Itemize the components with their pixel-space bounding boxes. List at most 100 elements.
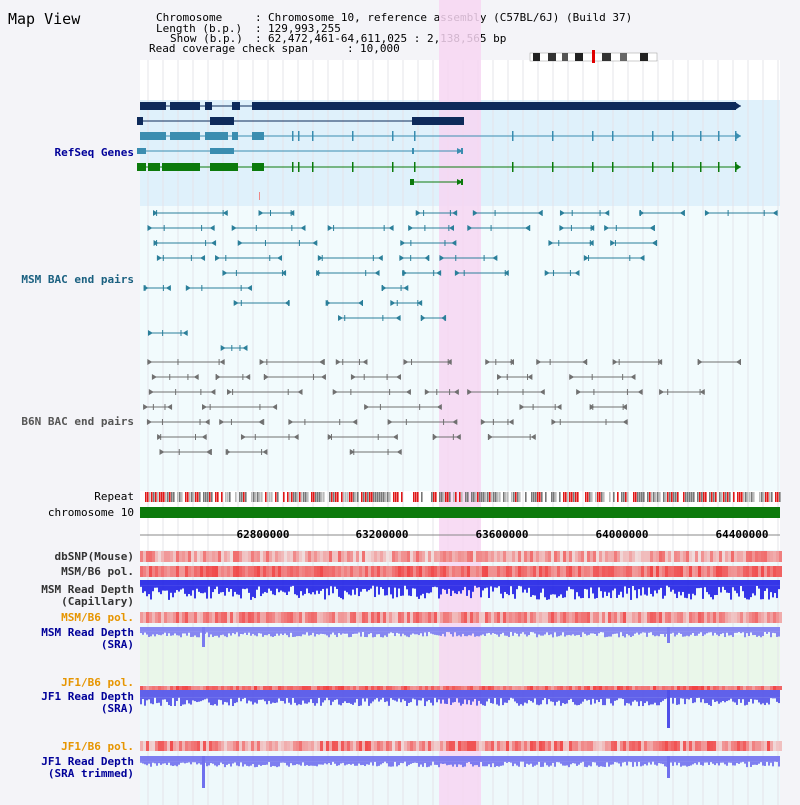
polymorphism-cell <box>158 551 161 562</box>
bac-tick <box>255 225 257 231</box>
read-depth-bar <box>740 631 742 634</box>
read-depth-bar <box>200 761 202 765</box>
read-depth-bar <box>460 631 462 637</box>
polymorphism-cell <box>347 551 350 562</box>
bac-end <box>451 240 457 246</box>
polymorphism-cell <box>332 551 335 562</box>
polymorphism-cell <box>698 686 701 690</box>
read-depth-bar <box>338 761 340 766</box>
read-depth-bar <box>736 761 738 764</box>
read-depth-bar <box>342 697 344 703</box>
read-depth-bar <box>198 585 200 592</box>
polymorphism-cell <box>290 741 293 751</box>
refseq-genes-label[interactable]: RefSeq Genes <box>54 146 134 159</box>
polymorphism-cell <box>401 612 404 623</box>
polymorphism-cell <box>701 612 704 623</box>
read-depth-bar <box>220 631 222 636</box>
msm-read-depth-sra-label[interactable]: MSM Read Depth <box>41 626 134 639</box>
read-depth-bar <box>686 761 688 767</box>
read-depth-bar <box>544 585 546 598</box>
read-depth-bar <box>378 585 380 595</box>
repeat-element <box>333 492 335 502</box>
bac-tick <box>618 359 620 365</box>
dbsnp-label[interactable]: dbSNP(Mouse) <box>54 550 134 563</box>
density-tracks[interactable] <box>140 551 782 788</box>
repeat-element <box>155 492 157 502</box>
polymorphism-cell <box>557 551 560 562</box>
jf1-b6-pol-label[interactable]: JF1/B6 pol. <box>61 676 134 689</box>
b6n-bac-label[interactable]: B6N BAC end pairs <box>21 415 134 428</box>
read-depth-bar <box>558 631 560 637</box>
polymorphism-cell <box>722 741 725 751</box>
read-depth-bar <box>194 761 196 763</box>
repeat-element <box>395 492 397 502</box>
read-depth-bar <box>620 697 622 699</box>
msm-bac-label[interactable]: MSM BAC end pairs <box>21 273 134 286</box>
polymorphism-cell <box>317 741 320 751</box>
axis-tick-label: 64000000 <box>595 528 649 541</box>
polymorphism-cell <box>650 741 653 751</box>
polymorphism-cell <box>605 612 608 623</box>
polymorphism-cell <box>455 741 458 751</box>
read-depth-bar <box>420 631 422 634</box>
polymorphism-cell <box>317 612 320 623</box>
chromosome-ideogram[interactable] <box>529 50 658 63</box>
bac-end <box>392 434 398 440</box>
polymorphism-cell <box>479 741 482 751</box>
read-depth-bar <box>554 697 556 706</box>
repeat-label[interactable]: Repeat <box>94 490 134 503</box>
msm-read-depth-capillary-label[interactable]: MSM Read Depth <box>41 583 134 596</box>
read-depth-bar <box>536 585 538 600</box>
read-depth-bar <box>744 585 746 598</box>
polymorphism-cell <box>227 566 230 577</box>
read-depth-bar <box>140 761 142 763</box>
read-depth-bar <box>528 697 530 701</box>
polymorphism-cell <box>281 566 284 577</box>
read-depth-bar <box>430 631 432 634</box>
polymorphism-cell <box>611 612 614 623</box>
polymorphism-cell <box>179 686 182 690</box>
jf1-read-depth-sra-label[interactable]: JF1 Read Depth <box>41 690 134 703</box>
region-highlight[interactable] <box>439 0 481 805</box>
bac-tick <box>571 210 573 216</box>
polymorphism-cell <box>209 551 212 562</box>
chromosome-label[interactable]: chromosome 10 <box>47 506 134 519</box>
read-depth-bar <box>752 697 754 704</box>
msm-b6-pol-label[interactable]: MSM/B6 pol. <box>61 565 134 578</box>
jf1-read-depth-trimmed-label[interactable]: JF1 Read Depth <box>41 755 134 768</box>
read-depth-bar <box>172 761 174 767</box>
bac-tick <box>424 225 426 231</box>
chromosome-bar[interactable] <box>140 507 780 518</box>
polymorphism-cell <box>191 686 194 690</box>
repeat-element <box>627 492 629 502</box>
msm-bac-track[interactable] <box>143 210 778 351</box>
polymorphism-cell <box>572 566 575 577</box>
polymorphism-cell <box>341 686 344 690</box>
polymorphism-cell <box>296 686 299 690</box>
repeat-element <box>599 492 601 502</box>
msm-b6-pol-2-label[interactable]: MSM/B6 pol. <box>61 611 134 624</box>
polymorphism-cell <box>326 686 329 690</box>
read-depth-bar <box>472 631 474 634</box>
polymorphism-cell <box>227 741 230 751</box>
polymorphism-cell <box>263 566 266 577</box>
repeat-element <box>383 492 385 502</box>
polymorphism-cell <box>248 551 251 562</box>
b6n-bac-track[interactable] <box>143 359 741 455</box>
repeat-track[interactable] <box>145 492 781 502</box>
read-depth-bar <box>402 697 404 700</box>
read-depth-bar <box>150 631 152 637</box>
polymorphism-cell <box>569 612 572 623</box>
polymorphism-cell <box>266 741 269 751</box>
read-depth-bar <box>322 761 324 765</box>
polymorphism-cell <box>575 551 578 562</box>
jf1-b6-pol-2-label[interactable]: JF1/B6 pol. <box>61 740 134 753</box>
read-depth-bar <box>288 631 290 638</box>
repeat-element <box>207 492 209 502</box>
read-depth-bar <box>716 761 718 764</box>
refseq-genes-track[interactable] <box>137 102 741 200</box>
polymorphism-cell <box>659 686 662 690</box>
read-depth-bar <box>584 585 586 589</box>
read-depth-bar <box>414 761 416 763</box>
